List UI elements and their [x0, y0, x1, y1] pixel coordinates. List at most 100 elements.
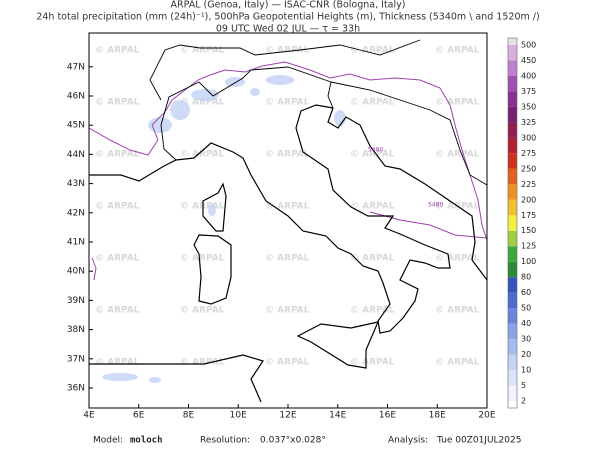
watermark: © ARPAL: [265, 46, 310, 56]
borders: [149, 39, 488, 186]
watermark: © ARPAL: [95, 306, 140, 316]
colorbar-swatch: [508, 199, 517, 216]
watermark: © ARPAL: [265, 254, 310, 264]
lon-label: 6E: [133, 411, 145, 421]
colorbar-swatch: [508, 91, 517, 107]
footer-label: Analysis:: [388, 436, 428, 446]
colorbar-swatch: [508, 370, 517, 386]
lat-label: 37N: [67, 354, 85, 364]
lon-label: 8E: [183, 411, 195, 421]
colorbar-label: 175: [521, 211, 536, 220]
colorbar-swatch: [508, 261, 517, 278]
watermark: © ARPAL: [350, 150, 395, 160]
watermark: © ARPAL: [350, 46, 395, 56]
watermark: © ARPAL: [180, 202, 225, 212]
lat-label: 45N: [67, 121, 85, 131]
watermark: © ARPAL: [95, 98, 140, 108]
lat-label: 46N: [67, 92, 85, 102]
colorbar-label: 325: [521, 118, 536, 127]
watermark: © ARPAL: [350, 202, 395, 212]
precipitation: [102, 75, 346, 383]
watermarks: © ARPAL © ARPAL © ARPAL © ARPAL © ARPAL © ARP…: [95, 46, 480, 368]
colorbar-swatch: [508, 339, 517, 355]
lat-label: 42N: [67, 208, 85, 218]
watermark: © ARPAL: [180, 150, 225, 160]
map-frame: [88, 32, 488, 409]
colorbar-label: 5: [521, 381, 526, 390]
lon-label: 20E: [478, 411, 495, 421]
colorbar-swatch: [508, 308, 517, 324]
watermark: © ARPAL: [180, 98, 225, 108]
watermark: © ARPAL: [180, 254, 225, 264]
lat-label: 40N: [67, 267, 85, 277]
footer-label: Resolution:: [200, 436, 250, 446]
colorbar-swatch: [508, 60, 517, 76]
colorbar-swatch: [508, 122, 517, 138]
colorbar-label: 225: [521, 180, 536, 189]
colorbar-swatch: [508, 45, 517, 61]
colorbar-frame: [507, 37, 518, 409]
lat-label: 44N: [67, 150, 85, 160]
colorbar-label: 275: [521, 149, 536, 158]
watermark: © ARPAL: [265, 306, 310, 316]
lon-label: 18E: [429, 411, 446, 421]
watermark: © ARPAL: [435, 46, 480, 56]
colorbar-swatch: [508, 292, 517, 309]
colorbar: 2 5 10 20 30 40 50 60 80 100 125 150 175 200 225 250 275…: [507, 37, 536, 409]
watermark: © ARPAL: [95, 358, 140, 368]
colorbar-label: 350: [521, 102, 536, 111]
watermark: © ARPAL: [95, 150, 140, 160]
colorbar-label: 500: [521, 41, 536, 50]
colorbar-label: 30: [521, 335, 531, 344]
header-line: ARPAL (Genoa, Italy) — ISAC-CNR (Bologna…: [171, 0, 406, 11]
watermark: © ARPAL: [435, 254, 480, 264]
axes: 36N 37N 38N 39N 40N 41N 42N 43N 44N 45N 46N 47N 4E 6E…: [67, 62, 496, 420]
colorbar-label: 150: [521, 226, 536, 235]
colorbar-label: 200: [521, 195, 536, 204]
colorbar-label: 100: [521, 257, 536, 266]
watermark: © ARPAL: [435, 306, 480, 316]
watermark: © ARPAL: [435, 358, 480, 368]
watermark: © ARPAL: [95, 202, 140, 212]
lon-label: 4E: [83, 411, 95, 421]
watermark: © ARPAL: [435, 150, 480, 160]
colorbar-swatch: [508, 323, 517, 340]
lat-label: 43N: [67, 179, 85, 189]
lon-label: 12E: [279, 411, 296, 421]
header-line: 24h total precipitation (mm (24h)⁻¹), 50…: [36, 12, 539, 23]
watermark: © ARPAL: [265, 358, 310, 368]
footer-label: Model:: [93, 436, 123, 446]
colorbar-swatch: [508, 137, 517, 154]
footer-value: moloch: [130, 436, 163, 446]
lat-label: 39N: [67, 296, 85, 306]
watermark: © ARPAL: [265, 150, 310, 160]
watermark: © ARPAL: [350, 98, 395, 108]
watermark: © ARPAL: [180, 306, 225, 316]
colorbar-swatch: [508, 75, 517, 92]
colorbar-swatch: [508, 230, 517, 247]
colorbar-swatch: [508, 106, 517, 123]
watermark: © ARPAL: [95, 254, 140, 264]
watermark: © ARPAL: [95, 46, 140, 56]
colorbar-label: 250: [521, 164, 536, 173]
watermark: © ARPAL: [265, 98, 310, 108]
colorbar-swatch: [508, 277, 517, 293]
watermark: © ARPAL: [180, 46, 225, 56]
lon-label: 16E: [379, 411, 396, 421]
colorbar-swatch: [508, 401, 517, 408]
colorbar-swatch: [508, 168, 517, 185]
colorbar-label: 125: [521, 242, 536, 251]
colorbar-label: 20: [521, 350, 531, 359]
footer-value: Tue 00Z01JUL2025: [436, 436, 521, 446]
watermark: © ARPAL: [350, 358, 395, 368]
footer-value: 0.037°x0.028°: [260, 436, 326, 446]
watermark: © ARPAL: [265, 202, 310, 212]
colorbar-swatch: [508, 215, 517, 231]
colorbar-swatch: [508, 184, 517, 200]
lat-label: 36N: [67, 384, 85, 394]
lat-label: 47N: [67, 62, 85, 72]
colorbar-label: 40: [521, 319, 531, 328]
colorbar-label: 400: [521, 71, 536, 80]
